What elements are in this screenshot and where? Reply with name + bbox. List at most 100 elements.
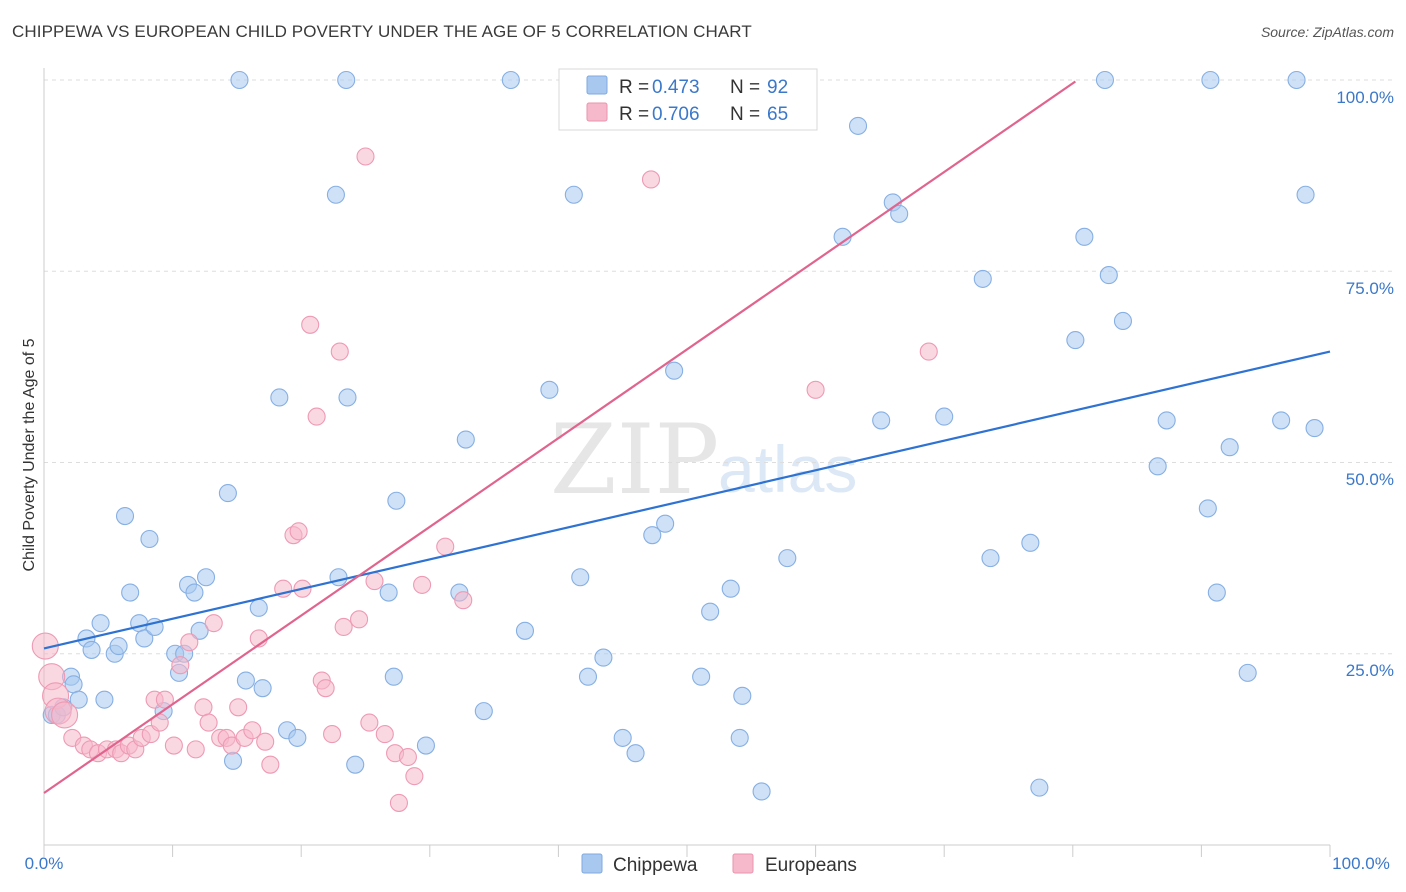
chippewa-point (1113, 311, 1133, 331)
europeans-point (289, 522, 308, 541)
europeans-point (454, 591, 473, 610)
chippewa-point (501, 70, 520, 90)
europeans-swatch (586, 102, 608, 122)
europeans-point (413, 575, 432, 594)
chippewa-point (230, 70, 249, 90)
chippewa-point (890, 204, 909, 223)
chippewa-point (196, 568, 216, 587)
chippewa-point (665, 361, 684, 380)
chippewa-point (564, 185, 583, 204)
chippewa-point (329, 568, 348, 587)
chippewa-point (218, 484, 237, 503)
chippewa-point (1287, 70, 1306, 90)
europeans-point (330, 342, 349, 361)
y-tick-label-50: 50.0% (1346, 470, 1394, 489)
chippewa-point (721, 579, 740, 598)
europeans-point (350, 610, 369, 629)
europeans-point (806, 380, 825, 399)
y-tick-label-25: 25.0% (1346, 661, 1394, 680)
europeans-point (405, 767, 424, 786)
x-tick-label-min: 0.0% (25, 854, 64, 873)
chippewa-point (752, 782, 771, 801)
gridlines (44, 79, 1392, 655)
chippewa-point (140, 529, 159, 549)
chippewa-point (1201, 70, 1220, 90)
europeans-point (171, 656, 190, 675)
chippewa-point (578, 667, 598, 686)
europeans-r-label: R = (619, 104, 649, 125)
chart-title: CHIPPEWA VS EUROPEAN CHILD POVERTY UNDER… (12, 22, 752, 41)
chippewa-point (1238, 663, 1257, 682)
legend-europeans-label: Europeans (765, 855, 857, 876)
chippewa-point (973, 269, 992, 288)
europeans-point (301, 315, 320, 334)
chippewa-point (109, 637, 128, 656)
chippewa-point (733, 686, 752, 705)
chippewa-point (1272, 411, 1291, 430)
source-credit: Source: ZipAtlas.com (1260, 24, 1394, 40)
europeans-point (256, 732, 275, 751)
chippewa-n-label: N = (730, 77, 760, 98)
y-tick-label-75: 75.0% (1346, 279, 1394, 298)
europeans-point (186, 740, 205, 759)
chippewa-point (643, 526, 662, 545)
chippewa-point (91, 614, 110, 633)
chippewa-point (379, 583, 398, 602)
chippewa-r-label: R = (619, 77, 649, 98)
europeans-point (365, 572, 384, 591)
y-axis-label: Child Poverty Under the Age of 5 (21, 338, 38, 571)
chippewa-point (1095, 70, 1114, 90)
chippewa-point (135, 629, 154, 648)
chippewa-point (337, 70, 356, 90)
chippewa-swatch (586, 75, 608, 95)
europeans-point (199, 713, 218, 732)
chippewa-r-value: 0.473 (652, 77, 700, 98)
europeans-point (243, 721, 262, 740)
chippewa-point (1021, 533, 1040, 552)
chippewa-point (1148, 457, 1167, 476)
chippewa-point (236, 671, 255, 690)
europeans-n-label: N = (730, 104, 760, 125)
chippewa-point (338, 388, 357, 407)
chippewa-point (95, 690, 114, 709)
europeans-point (398, 747, 417, 767)
chippewa-point (613, 728, 632, 747)
x-tick-label-max: 100.0% (1332, 854, 1390, 873)
chippewa-point (730, 728, 749, 747)
chippewa-point (185, 583, 204, 602)
europeans-point (375, 725, 394, 744)
europeans-point (307, 407, 326, 426)
chippewa-point (121, 583, 140, 602)
chippewa-points (42, 70, 1324, 801)
chippewa-point (1296, 185, 1315, 204)
legend-europeans-swatch (732, 853, 754, 874)
chippewa-point (223, 751, 243, 770)
chippewa-point (540, 380, 559, 399)
watermark-atlas: atlas (718, 432, 857, 506)
chippewa-point (626, 744, 645, 763)
europeans-point (356, 147, 375, 166)
europeans-point (641, 170, 661, 189)
chippewa-point (778, 549, 797, 568)
europeans-point (51, 701, 79, 729)
chippewa-point (346, 755, 365, 774)
chippewa-point (515, 621, 535, 640)
europeans-n-value: 65 (767, 104, 788, 125)
watermark-zip: ZIP (550, 404, 719, 516)
europeans-point (155, 690, 174, 709)
chippewa-point (249, 598, 268, 617)
chippewa-point (456, 430, 475, 449)
chippewa-point (1305, 419, 1324, 438)
chippewa-point (115, 506, 135, 526)
chippewa-point (82, 640, 101, 659)
chippewa-point (848, 116, 868, 135)
chippewa-point (981, 549, 1000, 568)
chippewa-point (387, 491, 406, 510)
chippewa-point (190, 621, 209, 640)
europeans-point (229, 698, 248, 717)
chippewa-point (384, 667, 403, 686)
europeans-point (334, 617, 353, 637)
chippewa-point (1198, 499, 1217, 518)
chippewa-point (872, 411, 891, 430)
